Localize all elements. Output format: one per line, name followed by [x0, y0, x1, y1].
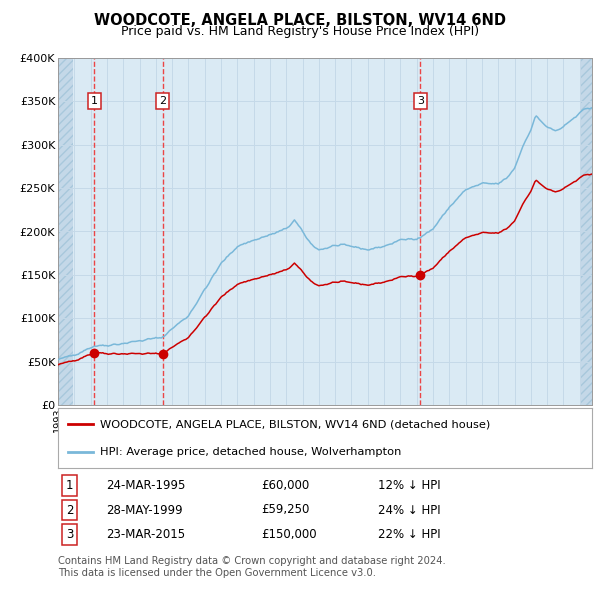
Text: 23-MAR-2015: 23-MAR-2015 [106, 528, 185, 541]
Text: Price paid vs. HM Land Registry's House Price Index (HPI): Price paid vs. HM Land Registry's House … [121, 25, 479, 38]
Text: 1: 1 [91, 96, 98, 106]
Text: 22% ↓ HPI: 22% ↓ HPI [379, 528, 441, 541]
Bar [58, 58, 73, 405]
Text: 2: 2 [159, 96, 166, 106]
Text: £60,000: £60,000 [261, 479, 309, 492]
Text: 28-MAY-1999: 28-MAY-1999 [106, 503, 182, 516]
Text: WOODCOTE, ANGELA PLACE, BILSTON, WV14 6ND: WOODCOTE, ANGELA PLACE, BILSTON, WV14 6N… [94, 13, 506, 28]
Text: WOODCOTE, ANGELA PLACE, BILSTON, WV14 6ND (detached house): WOODCOTE, ANGELA PLACE, BILSTON, WV14 6N… [100, 419, 490, 429]
Text: 12% ↓ HPI: 12% ↓ HPI [379, 479, 441, 492]
Text: 3: 3 [66, 528, 73, 541]
Text: 24% ↓ HPI: 24% ↓ HPI [379, 503, 441, 516]
Text: £150,000: £150,000 [261, 528, 317, 541]
Text: 3: 3 [417, 96, 424, 106]
Text: HPI: Average price, detached house, Wolverhampton: HPI: Average price, detached house, Wolv… [100, 447, 401, 457]
Text: 24-MAR-1995: 24-MAR-1995 [106, 479, 185, 492]
Bar [580, 58, 592, 405]
Text: Contains HM Land Registry data © Crown copyright and database right 2024.
This d: Contains HM Land Registry data © Crown c… [58, 556, 446, 578]
Text: 1: 1 [66, 479, 73, 492]
Text: 2: 2 [66, 503, 73, 516]
Text: £59,250: £59,250 [261, 503, 309, 516]
